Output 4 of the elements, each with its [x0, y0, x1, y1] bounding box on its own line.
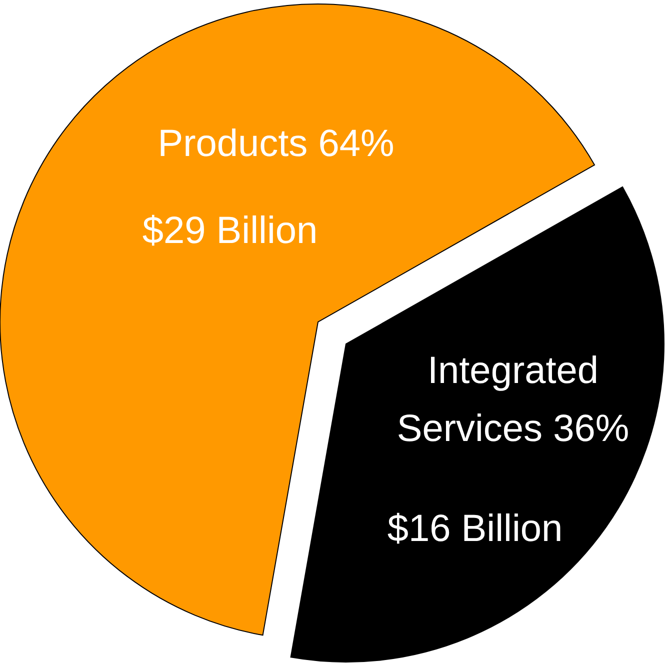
slice-label: Products 64% — [158, 123, 394, 165]
text: $16 Billion — [387, 508, 563, 550]
text: $29 Billion — [142, 210, 318, 252]
slice-label: Integrated Services 36% — [396, 350, 630, 450]
